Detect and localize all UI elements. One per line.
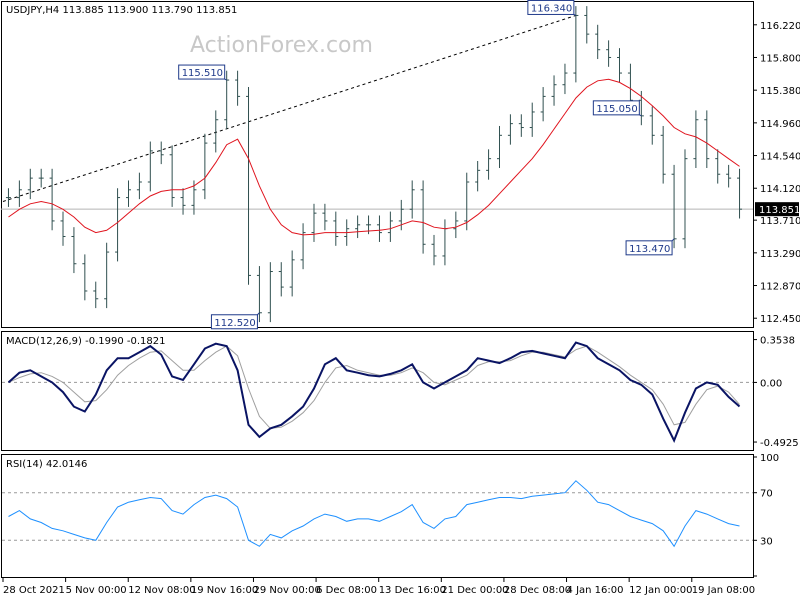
- current-price-badge: [755, 202, 799, 217]
- price-tick-label: 114.960: [760, 119, 800, 130]
- macd-signal-line: [8, 345, 740, 429]
- dotted-trendline: [2, 14, 577, 202]
- price-tick-label: 112.450: [760, 314, 800, 325]
- annotation-box: [210, 314, 258, 330]
- annotation-label: 113.470: [629, 244, 670, 255]
- macd-axis: 0.3538 0.00 -0.4925: [753, 336, 799, 449]
- current-price-label: 113.851: [759, 205, 800, 216]
- rsi-axis: 100 70 30: [753, 453, 779, 577]
- price-header: USDJPY,H4 113.885 113.900 113.790 113.85…: [6, 5, 237, 16]
- time-tick-label: 4 Jan 16:00: [567, 585, 624, 596]
- time-tick-label: 13 Dec 16:00: [379, 585, 446, 596]
- price-tick-label: 116.220: [760, 21, 800, 32]
- rsi-levels: [2, 492, 753, 541]
- price-tick-label: 115.800: [760, 53, 800, 64]
- time-tick-label: 28 Dec 08:00: [504, 585, 571, 596]
- annotation-leader: [639, 114, 642, 117]
- time-tick-label: 5 Nov 00:00: [66, 585, 127, 596]
- watermark: ActionForex.com: [190, 33, 373, 58]
- rsi-tick-label: 70: [760, 489, 773, 500]
- price-tick-label: 114.120: [760, 184, 800, 195]
- annotation-box: [178, 64, 226, 80]
- time-tick-label: 12 Nov 08:00: [128, 585, 195, 596]
- annotation-leader: [224, 78, 227, 81]
- rsi-path: [8, 480, 740, 548]
- time-tick-label: 19 Jan 08:00: [692, 585, 755, 596]
- rsi-panel-frame: [1, 454, 754, 578]
- price-tick-label: 113.710: [760, 216, 800, 227]
- time-tick-label: 28 Oct 2021: [3, 585, 65, 596]
- price-tick-label: 112.870: [760, 282, 800, 293]
- price-tick-label: 115.380: [760, 86, 800, 97]
- moving-average-line: [8, 78, 740, 236]
- time-tick-label: 6 Dec 08:00: [316, 585, 377, 596]
- rsi-tick-label: 100: [760, 453, 779, 464]
- price-bars: [5, 6, 743, 323]
- rsi-line: [8, 480, 740, 548]
- macd-header: MACD(12,26,9) -0.1990 -0.1821: [6, 336, 166, 347]
- macd-tick-label: 0.00: [760, 378, 782, 389]
- annotation-leader: [573, 14, 577, 16]
- macd-tick-label: 0.3538: [760, 336, 795, 347]
- trendline-path: [2, 14, 577, 202]
- price-tick-label: 113.290: [760, 249, 800, 260]
- rsi-header: RSI(14) 42.0146: [6, 459, 87, 470]
- annotation-label: 112.520: [214, 318, 255, 329]
- macd-lines: [7, 341, 741, 443]
- rsi-tick-label: 30: [760, 536, 773, 547]
- annotation-leader: [257, 312, 260, 316]
- annotation-leader: [671, 238, 675, 242]
- annotation-label: 115.510: [182, 68, 223, 79]
- time-tick-label: 12 Jan 00:00: [629, 585, 692, 596]
- time-tick-label: 21 Dec 00:00: [441, 585, 508, 596]
- annotation-box: [592, 100, 640, 116]
- price-annotations: 116.340 115.510 115.050 113.470 112.520: [178, 0, 675, 330]
- macd-panel-frame: [1, 331, 754, 451]
- price-panel-frame: [1, 1, 754, 328]
- annotation-label: 116.340: [531, 3, 572, 14]
- time-tick-label: 29 Nov 00:00: [253, 585, 320, 596]
- time-tick-label: 19 Nov 16:00: [191, 585, 258, 596]
- annotation-box: [527, 0, 575, 15]
- macd-main-line: [7, 341, 741, 443]
- macd-tick-label: -0.4925: [760, 438, 799, 449]
- annotation-label: 115.050: [596, 104, 637, 115]
- price-tick-label: 114.540: [760, 152, 800, 163]
- annotation-box: [625, 240, 673, 256]
- moving-average-path: [8, 78, 740, 236]
- price-axis: 116.220 115.800 115.380 114.960 114.540 114.1…: [753, 21, 800, 325]
